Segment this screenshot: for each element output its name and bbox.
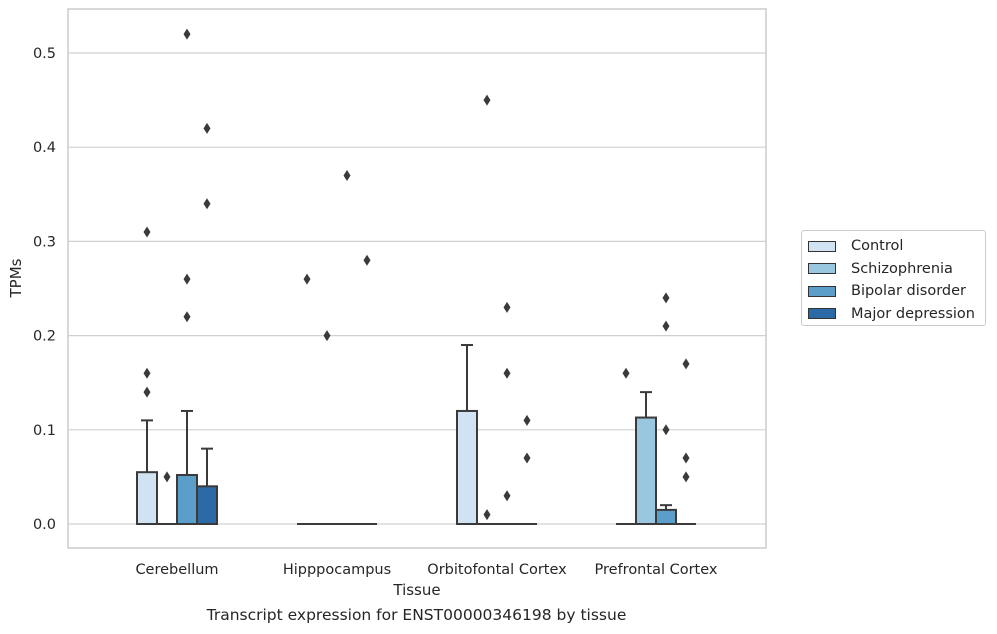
grid-lines — [68, 52, 766, 525]
x-axis-title: Tissue — [392, 581, 440, 599]
legend-swatch-schizophrenia — [808, 263, 836, 275]
outlier-point — [662, 424, 670, 436]
y-tick-label: 0.1 — [33, 423, 56, 439]
plot-frame — [67, 8, 767, 549]
y-tick-label: 0.0 — [33, 517, 56, 533]
plot-border — [67, 8, 767, 549]
bar — [635, 416, 657, 525]
outlier-point — [503, 301, 511, 313]
y-tick-label: 0.5 — [33, 46, 56, 62]
outlier-point — [143, 386, 151, 398]
bar — [176, 474, 198, 525]
legend-item-schizophrenia: Schizophrenia — [808, 258, 985, 281]
legend-label: Bipolar disorder — [851, 283, 966, 300]
legend-swatch-control — [808, 240, 836, 252]
outlier-point — [682, 471, 690, 483]
outlier-point — [183, 28, 191, 40]
x-tick-label: Cerebellum — [135, 562, 218, 578]
outlier-point — [523, 452, 531, 464]
legend-item-control: Control — [808, 235, 985, 258]
outlier-point — [523, 414, 531, 426]
outlier-point — [183, 273, 191, 285]
outlier-point — [682, 452, 690, 464]
legend-label: Schizophrenia — [851, 260, 953, 277]
outlier-point — [143, 367, 151, 379]
y-tick-label: 0.4 — [33, 140, 56, 156]
y-tick-label: 0.3 — [33, 234, 56, 250]
outlier-point — [203, 198, 211, 210]
outlier-point — [203, 122, 211, 134]
outlier-point — [183, 311, 191, 323]
bar — [136, 471, 158, 526]
legend-label: Major depression — [851, 305, 975, 322]
outlier-point — [622, 367, 630, 379]
x-tick-label: Prefrontal Cortex — [595, 562, 718, 578]
legend-swatch-bipolar-disorder — [808, 285, 836, 297]
outlier-point — [503, 490, 511, 502]
outlier-point — [503, 367, 511, 379]
outlier-point — [662, 292, 670, 304]
outlier-point — [483, 94, 491, 106]
bar-layer — [136, 28, 696, 526]
legend-swatch-major-depression — [808, 308, 836, 320]
x-tick-label: Orbitofontal Cortex — [427, 562, 567, 578]
tick-labels: 0.0 0.1 0.2 0.3 0.4 0.5 Cerebellum Hipppocampus… — [33, 46, 718, 578]
y-tick-label: 0.2 — [33, 329, 56, 345]
outlier-point — [343, 169, 351, 181]
legend-item-bipolar-disorder: Bipolar disorder — [808, 280, 985, 303]
outlier-point — [682, 358, 690, 370]
bar — [196, 485, 218, 526]
legend: Control Schizophrenia Bipolar disorder M… — [801, 230, 986, 326]
x-tick-label: Hipppocampus — [283, 562, 391, 578]
bar — [456, 409, 478, 525]
outlier-point — [163, 471, 171, 483]
outlier-point — [363, 254, 371, 266]
legend-label: Control — [851, 238, 904, 255]
outlier-point — [323, 330, 331, 342]
y-axis-title: TPMs — [7, 258, 25, 298]
bar — [655, 508, 677, 525]
outlier-point — [303, 273, 311, 285]
outlier-point — [143, 226, 151, 238]
outlier-point — [662, 320, 670, 332]
chart-caption: Transcript expression for ENST0000034619… — [206, 606, 627, 624]
outlier-point — [483, 509, 491, 521]
legend-item-major-depression: Major depression — [808, 303, 985, 326]
